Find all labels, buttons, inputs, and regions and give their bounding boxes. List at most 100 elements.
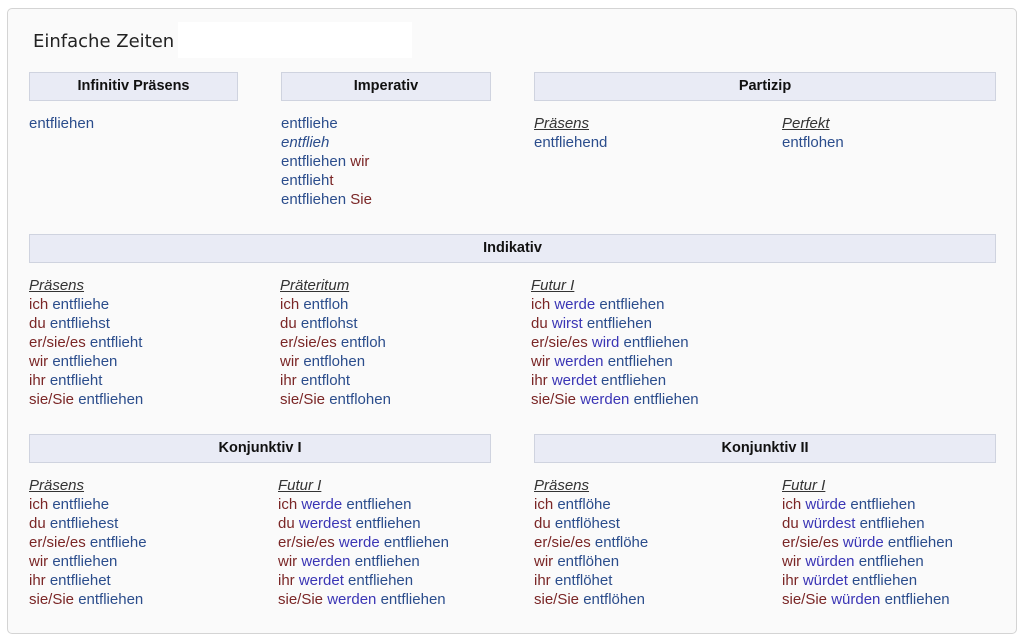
pronoun: wir <box>280 353 304 370</box>
conjugation-line: ich entfliehe <box>29 495 147 514</box>
conjugation-block: Präsens entfliehend <box>534 114 607 152</box>
conjugation-line: ich entfliehe <box>29 295 143 314</box>
verb-form: entfliehen <box>29 115 95 132</box>
conjugation-line: ihr entfloht <box>280 371 391 390</box>
auxiliary-verb: wird <box>591 334 624 351</box>
pronoun: ich <box>531 296 555 313</box>
auxiliary-verb: werdest <box>298 515 356 532</box>
conjugation-line: ihr entflöhet <box>534 571 648 590</box>
verb-form: entfliehend <box>534 134 608 151</box>
title-box <box>178 22 412 58</box>
conjugation-line: ich entflöhe <box>534 495 648 514</box>
conjugation-line: er/sie/es wird entfliehen <box>531 333 699 352</box>
pronoun: du <box>29 315 50 332</box>
conjugation-line: ihr würdet entfliehen <box>782 571 953 590</box>
tense-label: Präteritum <box>280 277 350 294</box>
pronoun: wir <box>534 553 558 570</box>
pronoun: ihr <box>531 372 552 389</box>
auxiliary-verb: würde <box>805 496 851 513</box>
verb-form: entfliehen <box>607 353 673 370</box>
verb-form: entfliehen <box>850 496 916 513</box>
auxiliary-verb: werden <box>327 591 381 608</box>
auxiliary-verb: würden <box>831 591 885 608</box>
tense-label: Futur I <box>782 477 826 494</box>
auxiliary-verb: würdet <box>802 572 853 589</box>
verb-form: entflohen <box>782 134 844 151</box>
conjugation-line: ich würde entfliehen <box>782 495 953 514</box>
pronoun: er/sie/es <box>280 334 341 351</box>
conjugation-line: wir entflöhen <box>534 552 648 571</box>
pronoun: sie/Sie <box>534 591 584 608</box>
verb-form: entflieh <box>281 134 330 151</box>
conjugation-line: er/sie/es werde entfliehen <box>278 533 449 552</box>
verb-form: entflieh <box>281 172 330 189</box>
conjugation-line: ihr entfliehet <box>29 571 147 590</box>
conjugation-line: du würdest entfliehen <box>782 514 953 533</box>
conjugation-line: ich entfloh <box>280 295 391 314</box>
conjugation-line: ihr entflieht <box>29 371 143 390</box>
conjugation-line: wir entflohen <box>280 352 391 371</box>
conjugation-line: sie/Sie entfliehen <box>29 390 143 409</box>
auxiliary-verb: werden <box>580 391 634 408</box>
verb-form: entflöhe <box>557 496 611 513</box>
auxiliary-verb: wirst <box>551 315 587 332</box>
pronoun: ich <box>280 296 304 313</box>
pronoun: wir <box>278 553 302 570</box>
pronoun: er/sie/es <box>278 534 339 551</box>
conjugation-line: wir würden entfliehen <box>782 552 953 571</box>
verb-form: entflohen <box>303 353 366 370</box>
pronoun: ihr <box>782 572 803 589</box>
conjugation-line: sie/Sie entfliehen <box>29 590 147 609</box>
verb-form: entflohen <box>329 391 391 408</box>
verb-form: entfliehe <box>52 296 110 313</box>
pronoun: ich <box>29 496 53 513</box>
auxiliary-verb: werde <box>554 296 600 313</box>
tense-label: Präsens <box>534 115 590 132</box>
section-title: Einfache Zeiten <box>33 31 175 52</box>
pronoun: er/sie/es <box>29 534 90 551</box>
pronoun: wir <box>29 353 53 370</box>
verb-form: entflohst <box>300 315 358 332</box>
pronoun: ich <box>278 496 302 513</box>
verb-form: entfliehen <box>887 534 953 551</box>
conjugation-line: sie/Sie werden entfliehen <box>278 590 449 609</box>
section-header: Imperativ <box>281 72 491 101</box>
conjugation-line: wir werden entfliehen <box>531 352 699 371</box>
verb-form: entfliehen <box>380 591 446 608</box>
section-header: Partizip <box>534 72 996 101</box>
tense-label: Perfekt <box>782 115 830 132</box>
pronoun: sie/Sie <box>531 391 581 408</box>
pronoun: sie/Sie <box>29 391 79 408</box>
conjugation-line: du entfliehst <box>29 314 143 333</box>
conjugation-block: Perfekt entflohen <box>782 114 844 152</box>
verb-form: entfliehen <box>52 353 118 370</box>
pronoun: du <box>782 515 803 532</box>
verb-form: entfliehet <box>49 572 111 589</box>
pronoun: du <box>280 315 301 332</box>
pronoun: er/sie/es <box>531 334 592 351</box>
conjugation-line: entfliehen wir <box>281 152 372 171</box>
pronoun: du <box>29 515 50 532</box>
verb-form: entfliehe <box>89 534 147 551</box>
verb-form: entflöhen <box>583 591 645 608</box>
pronoun: du <box>531 315 552 332</box>
pronoun: Sie <box>350 191 372 208</box>
pronoun: er/sie/es <box>782 534 843 551</box>
conjugation-line: wir werden entfliehen <box>278 552 449 571</box>
conjugation-line: entfliehend <box>534 133 607 152</box>
verb-form: entfliehen <box>623 334 689 351</box>
verb-form: entfliehe <box>281 115 338 132</box>
pronoun: sie/Sie <box>782 591 832 608</box>
pronoun: du <box>278 515 299 532</box>
pronoun: wir <box>531 353 555 370</box>
auxiliary-verb: würde <box>842 534 888 551</box>
verb-form: entfliehst <box>49 315 110 332</box>
conjugation-line: sie/Sie würden entfliehen <box>782 590 953 609</box>
verb-form: entfliehen <box>859 515 925 532</box>
pronoun: wir <box>29 553 53 570</box>
auxiliary-verb: würden <box>805 553 859 570</box>
conjugation-line: ich werde entfliehen <box>531 295 699 314</box>
pronoun: ihr <box>534 572 555 589</box>
